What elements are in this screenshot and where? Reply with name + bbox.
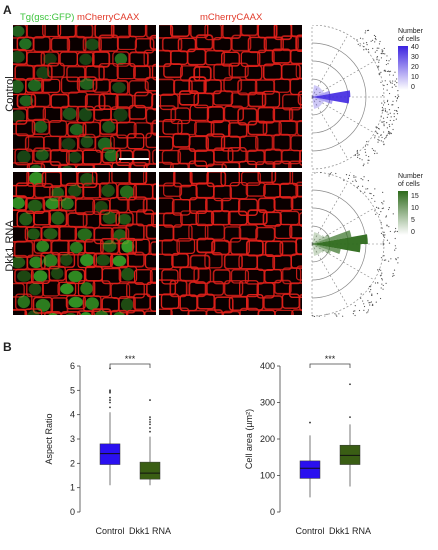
rose-plot-dkk1 — [311, 172, 399, 317]
scatter-points — [354, 29, 400, 167]
significance-bracket — [309, 363, 351, 368]
header-mcherry-merged: mCherryCAAX — [77, 12, 140, 23]
outlier-point — [149, 418, 151, 421]
y-axis-label: Cell area (µm²) — [244, 409, 254, 469]
y-tick-label: 0 — [270, 507, 275, 517]
colorbar-tick: 0 — [411, 229, 415, 236]
cell-membranes — [159, 172, 302, 315]
colorbar-tick: 15 — [411, 193, 419, 200]
outlier-point — [149, 421, 151, 423]
y-tick-label: 5 — [70, 385, 75, 395]
y-tick-label: 2 — [70, 458, 75, 468]
micrograph-control-merged — [13, 25, 156, 168]
outlier-point — [109, 401, 111, 404]
outlier-point — [149, 430, 151, 433]
significance-bracket — [109, 363, 151, 368]
boxplot-aspect-ratio: 0 1 2 3 4 5 6 Aspect Ratio Control Dkk1 RNA *** — [44, 354, 171, 536]
colorbar-title-line1: Number — [398, 173, 423, 180]
scatter-points — [311, 172, 399, 317]
box-body — [299, 460, 321, 479]
colorbar-tick: 5 — [411, 217, 415, 224]
outlier-point — [149, 399, 151, 401]
outlier-point — [149, 416, 151, 418]
box-dkk1-rna — [139, 399, 161, 486]
colorbar-title-line2: of cells — [398, 181, 420, 188]
header-gfp: Tg(gsc:GFP) — [20, 12, 75, 23]
colorbar-title-line2: of cells — [398, 36, 420, 43]
outlier-point — [149, 423, 151, 426]
category-label: Dkk1 RNA — [129, 526, 171, 536]
colorbar-tick: 30 — [411, 54, 419, 61]
box-body — [339, 444, 361, 465]
y-tick-label: 4 — [70, 410, 75, 420]
colorbar-gradient — [398, 46, 408, 90]
y-tick-label: 0 — [70, 507, 75, 517]
significance-stars: *** — [325, 354, 336, 364]
y-tick-label: 100 — [260, 471, 275, 481]
category-label: Control — [295, 526, 324, 536]
outlier-point — [109, 396, 111, 399]
outlier-point — [109, 406, 111, 409]
header-mcherry: mCherryCAAX — [200, 12, 263, 23]
rose-wedges — [312, 230, 368, 256]
cell-membranes — [159, 25, 302, 168]
y-axis-label: Aspect Ratio — [44, 413, 54, 464]
outlier-point — [149, 427, 151, 429]
outlier-point — [349, 383, 351, 386]
colorbar-gradient — [398, 191, 408, 235]
category-label: Dkk1 RNA — [329, 526, 371, 536]
cell-membranes — [13, 25, 156, 168]
micrograph-control-mcherry — [159, 25, 302, 168]
colorbar-title-line1: Number — [398, 28, 423, 35]
header-merged: Tg(gsc:GFP) mCherryCAAX — [20, 12, 139, 23]
panel-letter-b: B — [3, 340, 12, 354]
colorbar-tick: 10 — [411, 205, 419, 212]
outlier-point — [109, 389, 111, 392]
y-tick-label: 1 — [70, 483, 75, 493]
panel-letter-a: A — [3, 3, 12, 17]
rose-plot-control — [311, 25, 400, 170]
micrograph-dkk1-mcherry — [159, 172, 302, 315]
box-control — [99, 367, 121, 486]
micrograph-dkk1-merged — [13, 172, 156, 315]
rose-wedges — [312, 85, 351, 109]
outlier-point — [309, 421, 311, 424]
box-dkk1-rna — [339, 383, 361, 487]
boxplot-cell-area: 0 100 200 300 400 Cell area (µm²) Control Dkk1 … — [244, 354, 371, 536]
box-body — [99, 443, 121, 465]
y-tick-label: 200 — [260, 434, 275, 444]
outlier-point — [109, 367, 111, 370]
box-body — [139, 461, 161, 480]
y-tick-label: 3 — [70, 434, 75, 444]
colorbar-tick: 40 — [411, 44, 419, 51]
colorbar-tick: 20 — [411, 64, 419, 71]
y-tick-label: 300 — [260, 398, 275, 408]
colorbar-tick: 0 — [411, 84, 415, 91]
colorbar-dkk1: Number of cells 15 10 5 0 — [398, 173, 438, 236]
y-tick-label: 6 — [70, 361, 75, 371]
significance-stars: *** — [125, 354, 136, 364]
colorbar-tick: 10 — [411, 74, 419, 81]
category-label: Control — [95, 526, 124, 536]
outlier-point — [109, 399, 111, 401]
y-tick-label: 400 — [260, 361, 275, 371]
cell-membranes — [13, 172, 156, 315]
box-control — [299, 421, 321, 498]
colorbar-control: Number of cells 40 30 20 10 0 — [398, 28, 438, 91]
outlier-point — [349, 416, 351, 418]
